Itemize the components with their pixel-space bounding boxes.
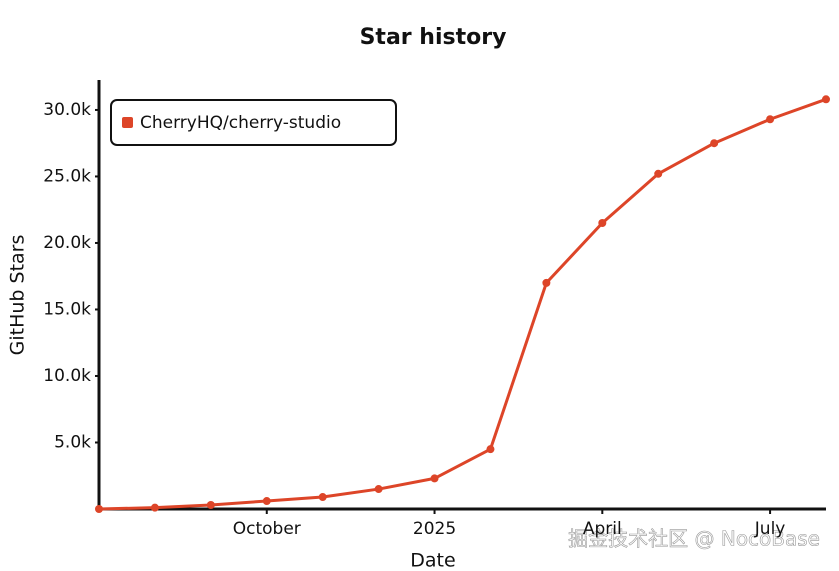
data-point <box>766 115 775 124</box>
y-tick-label: 15.0k <box>43 299 91 319</box>
y-tick-label: 10.0k <box>43 366 91 386</box>
data-point <box>654 169 663 178</box>
data-point <box>206 501 215 510</box>
x-tick-label: October <box>233 519 301 539</box>
data-point <box>710 139 719 148</box>
data-point <box>542 278 551 287</box>
data-point <box>822 95 830 104</box>
data-point <box>430 474 439 483</box>
data-point <box>318 493 327 502</box>
data-point <box>374 485 383 494</box>
legend-box <box>110 99 397 146</box>
data-point <box>95 505 103 513</box>
watermark: 掘金技术社区 @ NocoBase <box>568 527 820 551</box>
y-tick-label: 5.0k <box>54 432 91 452</box>
y-axis-label: GitHub Stars <box>7 235 29 356</box>
series-line <box>98 97 827 511</box>
chart-title: Star history <box>360 25 507 50</box>
data-point <box>486 445 495 454</box>
x-tick-label: 2025 <box>413 519 456 539</box>
x-tick-label: April <box>583 519 622 539</box>
data-point <box>150 503 159 512</box>
x-tick-label: July <box>754 519 786 539</box>
y-tick-label: 25.0k <box>43 166 91 186</box>
legend-label: CherryHQ/cherry-studio <box>140 113 341 133</box>
data-point <box>598 219 607 228</box>
y-tick-label: 30.0k <box>43 100 91 120</box>
x-axis-label: Date <box>410 550 455 571</box>
legend-swatch <box>122 117 133 128</box>
data-point <box>262 497 271 506</box>
y-tick-label: 20.0k <box>43 233 91 253</box>
